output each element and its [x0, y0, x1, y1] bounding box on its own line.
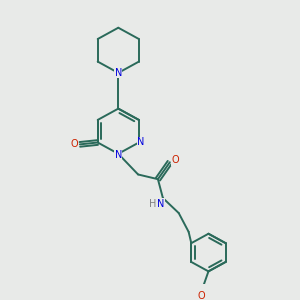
Text: O: O	[172, 155, 180, 165]
Text: O: O	[198, 291, 205, 300]
Text: N: N	[137, 137, 145, 148]
Text: N: N	[115, 68, 122, 78]
Text: O: O	[70, 140, 78, 149]
Text: N: N	[115, 150, 122, 160]
Text: H: H	[149, 199, 157, 208]
Text: N: N	[157, 199, 165, 208]
